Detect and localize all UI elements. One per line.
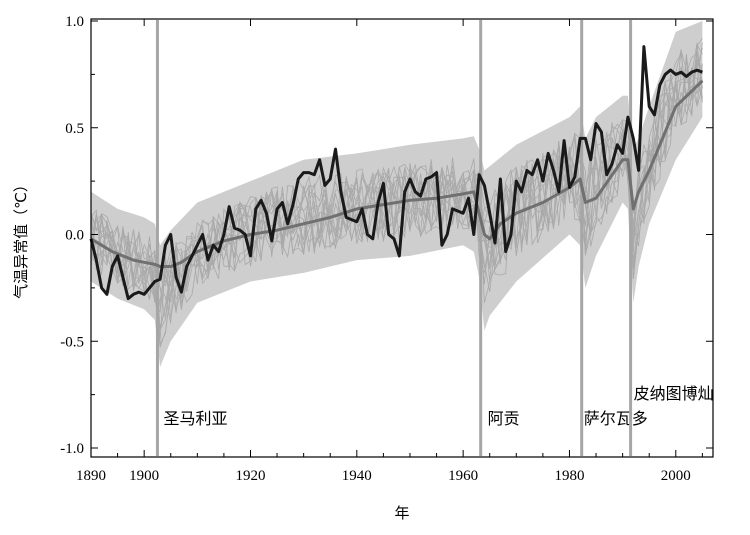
ensemble-runs bbox=[90, 21, 703, 367]
series-lines bbox=[89, 45, 704, 301]
series-ensemble-mean bbox=[90, 79, 704, 268]
series-observed bbox=[89, 45, 703, 301]
axis-ticks bbox=[91, 19, 713, 457]
x-tick-label: 1980 bbox=[554, 468, 584, 484]
model-run-line bbox=[90, 37, 703, 314]
model-run-line bbox=[90, 64, 703, 297]
eruption-markers: 圣马利亚 阿贡 萨尔瓦多 皮纳图博灿 bbox=[155, 20, 714, 456]
y-tick-label: -0.5 bbox=[60, 334, 84, 350]
model-run-line bbox=[90, 48, 703, 307]
x-tick-label: 1890 bbox=[76, 468, 106, 484]
x-tick-label: 1900 bbox=[129, 468, 159, 484]
y-axis-title: 气温异常值（℃） bbox=[12, 177, 30, 299]
model-run-line bbox=[90, 53, 703, 319]
y-tick-label: -1.0 bbox=[60, 441, 84, 457]
y-tick-label: 0.5 bbox=[65, 121, 84, 137]
x-tick-label: 1940 bbox=[342, 468, 372, 484]
eruption-label: 萨尔瓦多 bbox=[584, 409, 648, 428]
y-tick-label: 1.0 bbox=[65, 14, 84, 30]
x-tick-label: 1960 bbox=[448, 468, 478, 484]
eruption-label: 皮纳图博灿 bbox=[634, 384, 714, 403]
x-tick-label: 2000 bbox=[661, 468, 691, 484]
x-axis-title: 年 bbox=[394, 504, 409, 522]
y-tick-label: 0.0 bbox=[65, 228, 84, 244]
x-tick-label: 1920 bbox=[235, 468, 265, 484]
eruption-label: 阿贡 bbox=[488, 409, 520, 428]
eruption-label: 圣马利亚 bbox=[163, 409, 227, 428]
plot-frame bbox=[90, 18, 714, 458]
model-run-line bbox=[90, 47, 703, 346]
tick-labels: 1900 1920 1940 1960 1980 2000 1890 1.0 0.5 0.0 -0.… bbox=[60, 14, 691, 484]
